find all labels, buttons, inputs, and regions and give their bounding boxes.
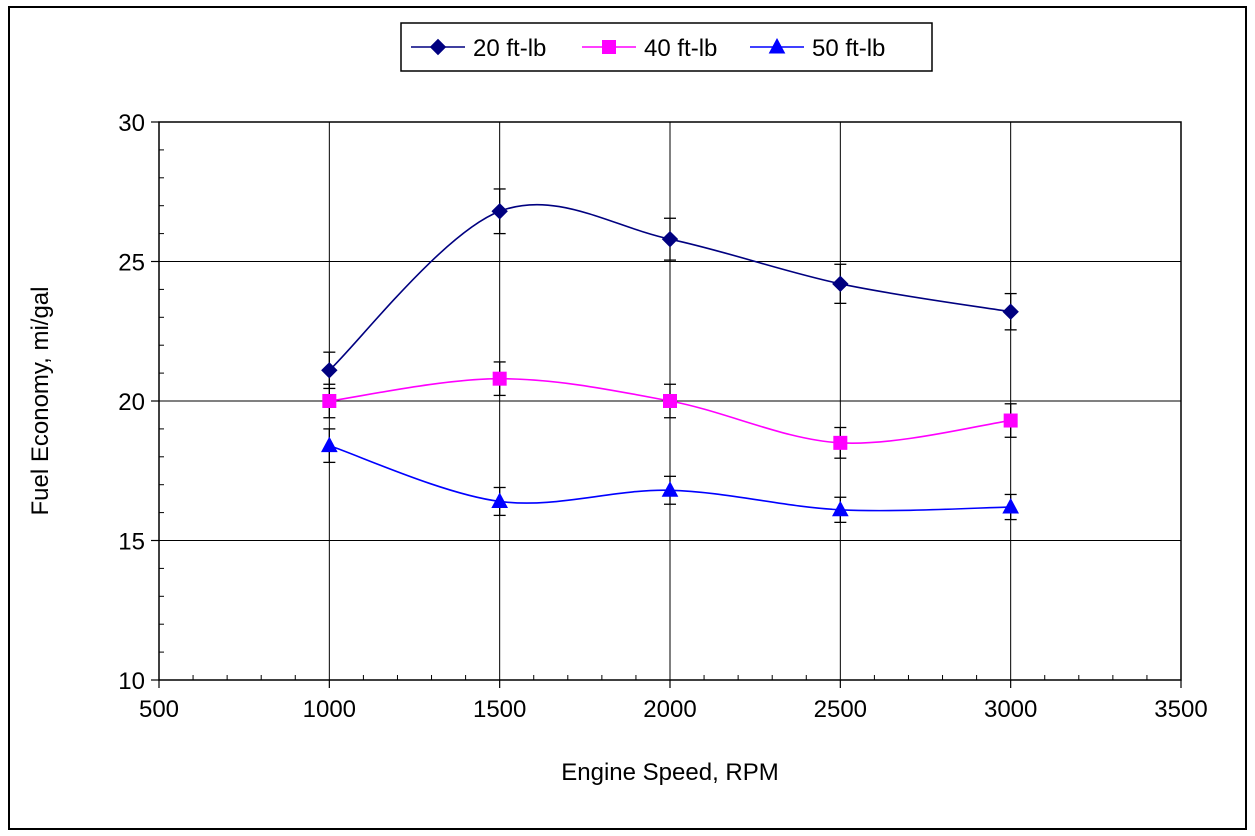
legend-label: 50 ft-lb	[812, 35, 885, 62]
x-tick-label: 500	[139, 696, 179, 723]
legend-label: 20 ft-lb	[473, 35, 546, 62]
series-triangle-group	[320, 428, 1020, 524]
legend: 20 ft-lb 40 ft-lb 50 ft-lb	[400, 22, 933, 72]
x-tick-label: 3500	[1154, 696, 1207, 723]
data-point	[663, 394, 677, 408]
data-point	[491, 203, 508, 220]
chart-frame	[8, 6, 1247, 830]
legend-marker	[602, 40, 616, 54]
y-tick-labels: 10 15 20 25 30	[118, 110, 145, 695]
data-point	[322, 394, 337, 408]
data-point	[1002, 497, 1020, 514]
y-tick-label: 20	[118, 389, 145, 416]
legend-item: 20 ft-lb	[411, 35, 546, 62]
legend-marker	[768, 37, 786, 54]
legend-label: 40 ft-lb	[644, 35, 717, 62]
legend-marker	[429, 38, 447, 56]
data-point	[832, 275, 849, 293]
data-point	[831, 500, 849, 517]
y-tick-label: 10	[118, 668, 145, 695]
data-point	[321, 362, 338, 379]
data-point	[491, 492, 509, 508]
y-tick-label: 30	[118, 110, 145, 137]
x-tick-label: 1500	[473, 696, 526, 723]
legend-item: 50 ft-lb	[750, 35, 885, 62]
series-diamond-group	[321, 188, 1019, 390]
y-tick-label: 15	[118, 529, 145, 556]
legend-box	[400, 22, 933, 72]
data-point	[1002, 303, 1019, 320]
y-axis-title: Fuel Economy, mi/gal	[27, 287, 54, 516]
data-point	[661, 481, 679, 497]
series	[320, 188, 1020, 524]
series-square-group	[322, 361, 1018, 459]
x-tick-label: 1000	[303, 696, 356, 723]
data-point	[492, 371, 507, 386]
y-tick-label: 25	[118, 250, 145, 277]
x-axis-title: Engine Speed, RPM	[561, 759, 778, 786]
data-point	[833, 435, 848, 450]
data-point	[661, 230, 679, 248]
x-tick-label: 3000	[984, 696, 1037, 723]
x-tick-label: 2500	[814, 696, 867, 723]
x-tick-label: 2000	[643, 696, 696, 723]
legend-item: 40 ft-lb	[582, 35, 717, 62]
x-tick-labels: 500 1000 1500 2000 2500 3000 3500	[139, 696, 1208, 723]
data-point	[320, 436, 338, 453]
data-point	[1003, 413, 1018, 428]
axes	[151, 121, 1182, 688]
